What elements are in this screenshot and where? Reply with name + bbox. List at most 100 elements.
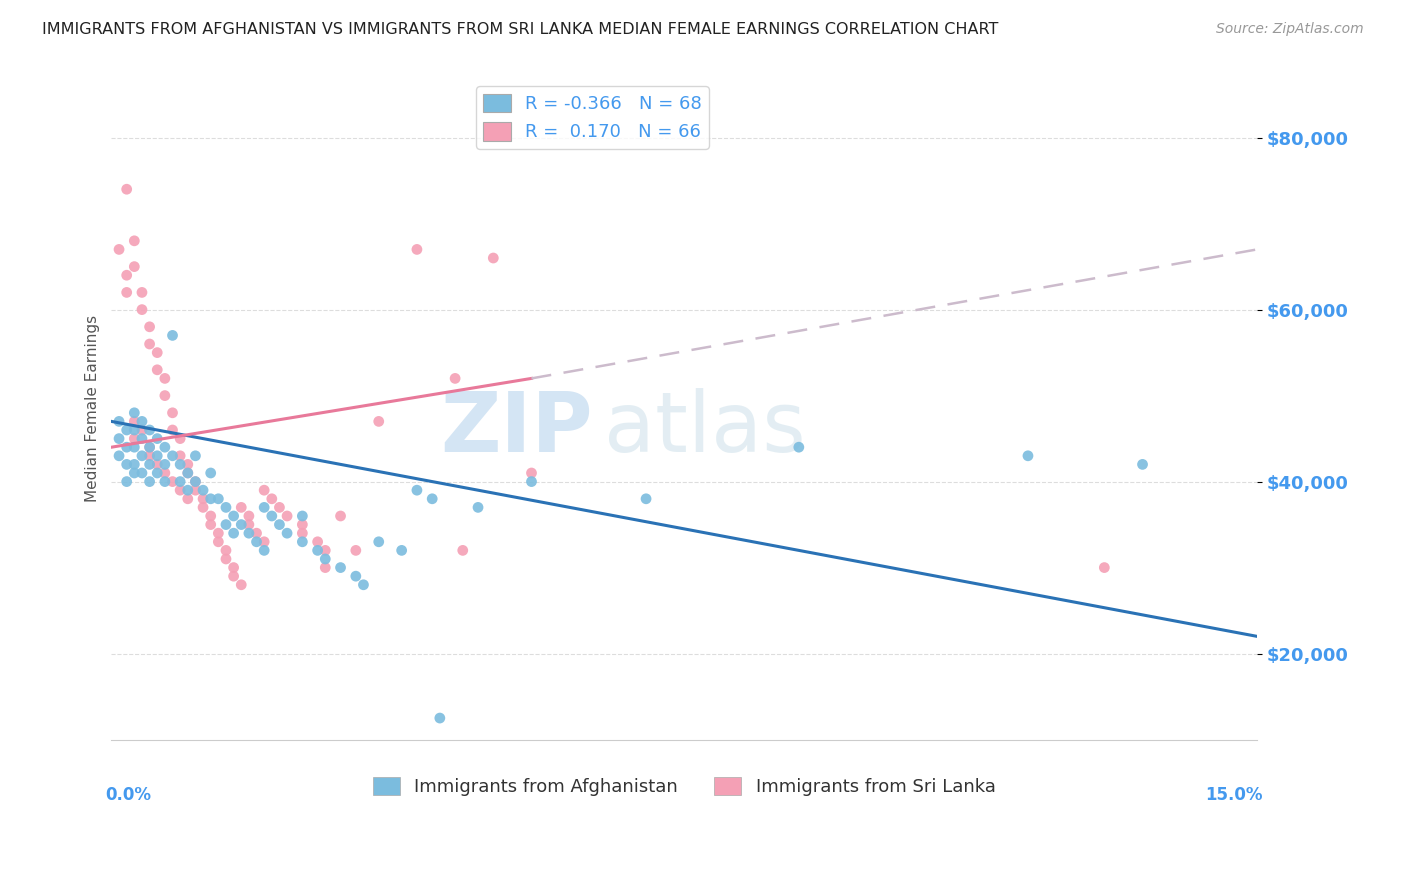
Point xyxy=(238,517,260,532)
Point xyxy=(367,414,389,428)
Point xyxy=(253,534,276,549)
Point xyxy=(138,423,160,437)
Point xyxy=(191,500,214,515)
Point xyxy=(636,491,658,506)
Point xyxy=(115,182,138,196)
Point xyxy=(162,423,184,437)
Point xyxy=(291,526,314,541)
Point xyxy=(108,432,131,446)
Point xyxy=(124,234,146,248)
Point xyxy=(177,491,200,506)
Point xyxy=(146,345,169,359)
Point xyxy=(146,363,169,377)
Point xyxy=(146,458,169,472)
Point xyxy=(353,578,375,592)
Point xyxy=(520,466,543,480)
Point xyxy=(245,526,267,541)
Legend: R = -0.366   N = 68, R =  0.170   N = 66: R = -0.366 N = 68, R = 0.170 N = 66 xyxy=(477,87,709,149)
Point xyxy=(124,440,146,454)
Point xyxy=(231,517,253,532)
Point xyxy=(169,449,191,463)
Point xyxy=(131,302,153,317)
Point xyxy=(115,458,138,472)
Text: 0.0%: 0.0% xyxy=(105,786,152,804)
Point xyxy=(115,285,138,300)
Point xyxy=(253,483,276,498)
Point xyxy=(344,569,367,583)
Point xyxy=(787,440,810,454)
Point xyxy=(314,543,336,558)
Point xyxy=(391,543,413,558)
Point xyxy=(467,500,489,515)
Y-axis label: Median Female Earnings: Median Female Earnings xyxy=(86,315,100,502)
Point xyxy=(406,243,429,257)
Point xyxy=(245,534,267,549)
Point xyxy=(307,543,329,558)
Point xyxy=(429,711,451,725)
Point xyxy=(191,483,214,498)
Text: Source: ZipAtlas.com: Source: ZipAtlas.com xyxy=(1216,22,1364,37)
Point xyxy=(200,508,222,523)
Point xyxy=(115,440,138,454)
Text: IMMIGRANTS FROM AFGHANISTAN VS IMMIGRANTS FROM SRI LANKA MEDIAN FEMALE EARNINGS : IMMIGRANTS FROM AFGHANISTAN VS IMMIGRANT… xyxy=(42,22,998,37)
Point xyxy=(124,466,146,480)
Point xyxy=(162,449,184,463)
Point xyxy=(231,578,253,592)
Point xyxy=(124,406,146,420)
Point xyxy=(169,483,191,498)
Point xyxy=(276,526,298,541)
Point xyxy=(146,432,169,446)
Point xyxy=(177,483,200,498)
Point xyxy=(146,466,169,480)
Point xyxy=(153,371,176,385)
Point xyxy=(1017,449,1039,463)
Point xyxy=(153,440,176,454)
Point xyxy=(124,423,146,437)
Point xyxy=(191,491,214,506)
Point xyxy=(222,569,245,583)
Point xyxy=(153,475,176,489)
Point xyxy=(131,285,153,300)
Point xyxy=(329,560,352,574)
Point xyxy=(108,449,131,463)
Point xyxy=(291,508,314,523)
Point xyxy=(184,449,207,463)
Point xyxy=(153,458,176,472)
Point xyxy=(162,475,184,489)
Point xyxy=(207,526,229,541)
Point xyxy=(162,406,184,420)
Point xyxy=(420,491,443,506)
Point xyxy=(222,560,245,574)
Point xyxy=(215,552,238,566)
Point xyxy=(108,414,131,428)
Point xyxy=(169,458,191,472)
Point xyxy=(138,458,160,472)
Point xyxy=(169,432,191,446)
Point xyxy=(153,466,176,480)
Point xyxy=(131,449,153,463)
Point xyxy=(138,440,160,454)
Point xyxy=(329,508,352,523)
Point xyxy=(115,475,138,489)
Point xyxy=(367,534,389,549)
Point xyxy=(124,432,146,446)
Point xyxy=(260,491,283,506)
Point xyxy=(314,552,336,566)
Point xyxy=(291,534,314,549)
Point xyxy=(124,260,146,274)
Point xyxy=(115,268,138,283)
Text: ZIP: ZIP xyxy=(440,388,592,469)
Point xyxy=(200,517,222,532)
Point xyxy=(138,337,160,351)
Point xyxy=(169,475,191,489)
Point xyxy=(184,475,207,489)
Point xyxy=(124,414,146,428)
Point xyxy=(162,328,184,343)
Point xyxy=(276,508,298,523)
Point xyxy=(1092,560,1115,574)
Point xyxy=(314,560,336,574)
Point xyxy=(482,251,505,265)
Point xyxy=(200,466,222,480)
Point xyxy=(138,319,160,334)
Point xyxy=(108,243,131,257)
